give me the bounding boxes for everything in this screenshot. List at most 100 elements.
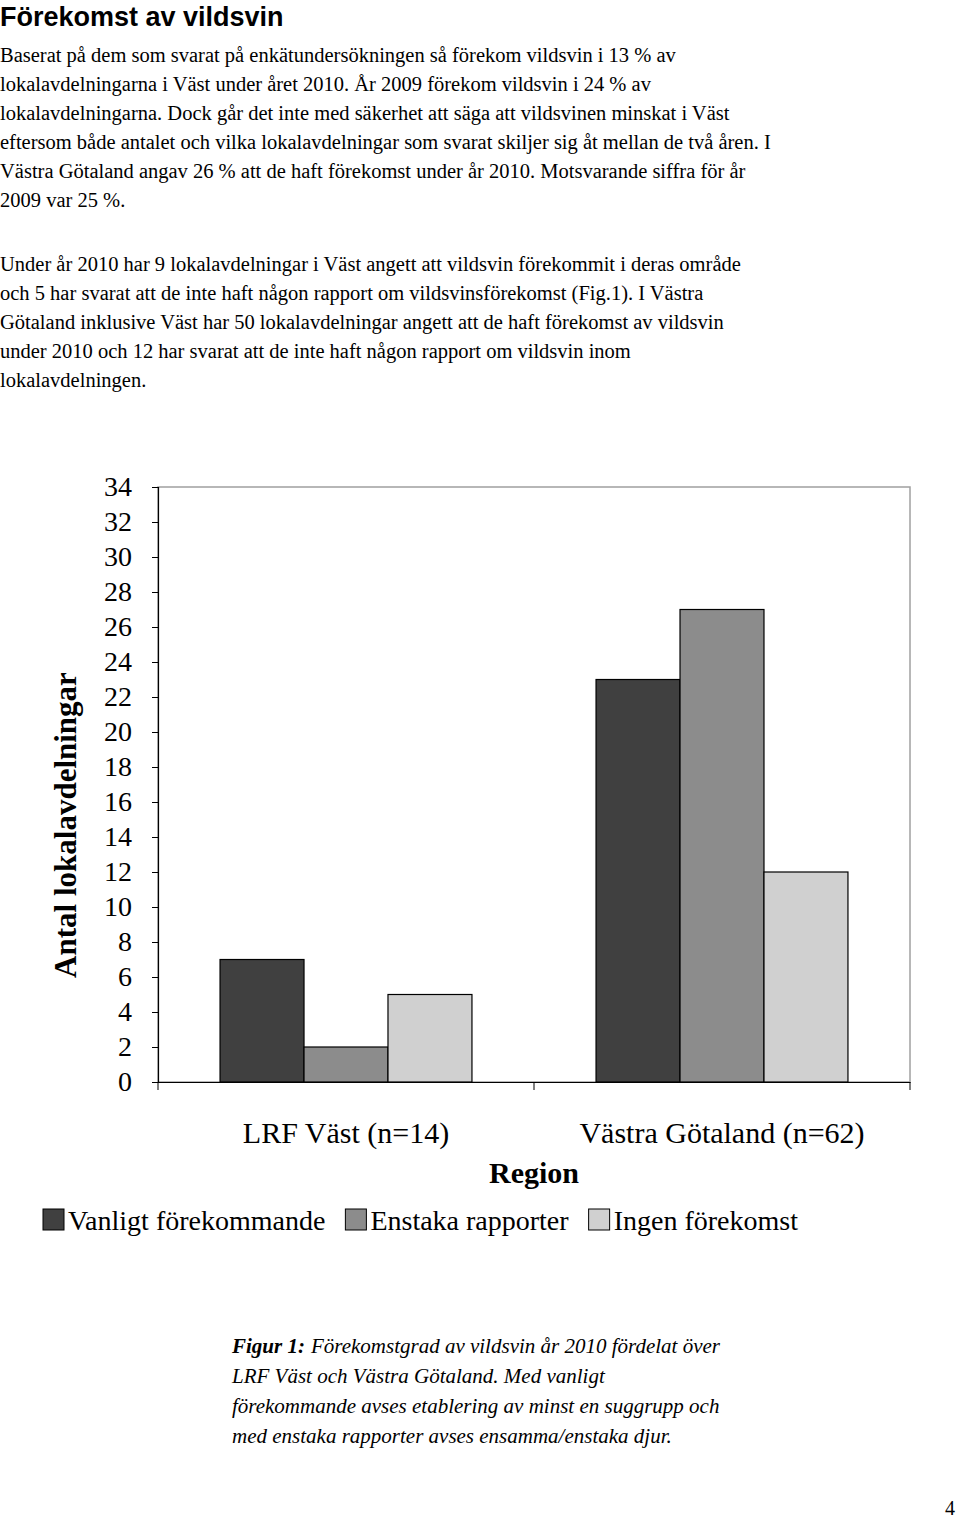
y-tick: 20 xyxy=(104,716,158,747)
y-tick-mark xyxy=(152,1047,158,1048)
y-tick-label: 16 xyxy=(104,786,132,817)
y-tick: 18 xyxy=(104,751,158,782)
chart: 0246810121416182022242628303234LRF Väst … xyxy=(43,471,911,1236)
y-tick: 6 xyxy=(118,961,158,992)
paragraph-line: Baserat på dem som svarat på enkätunders… xyxy=(0,44,677,67)
caption-line: LRF Väst och Västra Götaland. Med vanlig… xyxy=(231,1364,606,1388)
y-tick: 16 xyxy=(104,786,158,817)
y-tick-mark xyxy=(152,522,158,523)
y-tick-mark xyxy=(152,767,158,768)
legend-swatch xyxy=(345,1209,366,1230)
plot-frame xyxy=(158,487,910,1082)
legend-label: Enstaka rapporter xyxy=(370,1205,569,1236)
caption-line: med enstaka rapporter avses ensamma/enst… xyxy=(232,1424,672,1448)
paragraph-line: eftersom både antalet och vilka lokalavd… xyxy=(0,131,771,154)
y-tick-mark xyxy=(152,662,158,663)
page: Förekomst av vildsvin Baserat på dem som … xyxy=(0,0,960,1525)
y-tick: 22 xyxy=(104,681,158,712)
x-tick: LRF Väst (n=14) xyxy=(243,1082,449,1150)
category-separator xyxy=(534,1082,535,1090)
caption-text: Förekomstgrad av vildsvin år 2010 fördel… xyxy=(310,1334,721,1358)
paragraph-line: lokalavdelningarna. Dock går det inte me… xyxy=(0,102,730,125)
y-tick-mark xyxy=(152,592,158,593)
y-tick-mark xyxy=(152,802,158,803)
y-tick: 4 xyxy=(118,996,158,1027)
y-tick-mark xyxy=(152,872,158,873)
x-tick-label: Västra Götaland (n=62) xyxy=(579,1116,864,1150)
y-tick-label: 32 xyxy=(104,506,132,537)
y-tick-label: 12 xyxy=(104,856,132,887)
page-number: 4 xyxy=(945,1497,955,1519)
y-tick-label: 8 xyxy=(118,926,132,957)
legend: Vanligt förekommande Enstaka rapporter Ing… xyxy=(43,1205,798,1236)
legend-label: Vanligt förekommande xyxy=(68,1205,325,1236)
caption-label: Figur 1: xyxy=(231,1334,305,1358)
y-tick-label: 24 xyxy=(104,646,132,677)
y-tick: 10 xyxy=(104,891,158,922)
paragraph-line: lokalavdelningen. xyxy=(0,369,146,392)
y-tick-label: 14 xyxy=(104,821,132,852)
paragraph-line: Under år 2010 har 9 lokalavdelningar i V… xyxy=(0,253,741,276)
y-tick-label: 0 xyxy=(118,1066,132,1097)
y-tick-label: 28 xyxy=(104,576,132,607)
x-axis-title: Region xyxy=(489,1156,579,1189)
y-axis-title: Antal lokalavdelningar xyxy=(48,672,83,978)
y-tick-label: 18 xyxy=(104,751,132,782)
paragraph-line: 2009 var 25 %. xyxy=(0,189,125,211)
y-tick: 8 xyxy=(118,926,158,957)
y-tick-mark xyxy=(152,627,158,628)
caption-line: Figur 1:Förekomstgrad av vildsvin år 201… xyxy=(231,1334,721,1358)
y-tick: 30 xyxy=(104,541,158,572)
category-separator xyxy=(158,1082,159,1090)
y-tick-label: 6 xyxy=(118,961,132,992)
y-tick: 26 xyxy=(104,611,158,642)
bar xyxy=(304,1047,388,1082)
y-tick-mark xyxy=(152,1082,158,1083)
y-tick: 0 xyxy=(118,1066,158,1097)
caption-line: förekommande avses etablering av minst e… xyxy=(232,1394,719,1418)
y-tick: 12 xyxy=(104,856,158,887)
y-tick-mark xyxy=(152,907,158,908)
y-tick-mark xyxy=(152,732,158,733)
bar xyxy=(220,960,304,1083)
y-tick-label: 4 xyxy=(118,996,132,1027)
bar xyxy=(388,995,472,1083)
y-tick: 14 xyxy=(104,821,158,852)
legend-swatch xyxy=(589,1209,610,1230)
y-tick-label: 26 xyxy=(104,611,132,642)
category-separator xyxy=(910,1082,911,1090)
x-tick: Västra Götaland (n=62) xyxy=(579,1082,864,1150)
y-axis: 0246810121416182022242628303234 xyxy=(104,471,159,1097)
y-tick-mark xyxy=(152,487,158,488)
y-tick-mark xyxy=(152,557,158,558)
y-tick-label: 30 xyxy=(104,541,132,572)
paragraph-line: Götaland inklusive Väst har 50 lokalavde… xyxy=(0,311,724,334)
y-tick: 32 xyxy=(104,506,158,537)
paragraph-line: Västra Götaland angav 26 % att de haft f… xyxy=(0,160,746,183)
y-tick-label: 34 xyxy=(104,471,132,502)
paragraph-line: och 5 har svarat att de inte haft någon … xyxy=(0,282,703,305)
y-tick-mark xyxy=(152,942,158,943)
x-axis: LRF Väst (n=14) Västra Götaland (n=62) xyxy=(159,1082,911,1150)
bars xyxy=(220,610,848,1083)
y-tick: 34 xyxy=(104,471,158,502)
y-tick-mark xyxy=(152,977,158,978)
y-tick-mark xyxy=(152,1012,158,1013)
y-tick-label: 10 xyxy=(104,891,132,922)
y-tick-mark xyxy=(152,837,158,838)
y-tick-mark xyxy=(152,697,158,698)
y-tick-label: 2 xyxy=(118,1031,132,1062)
y-tick: 2 xyxy=(118,1031,158,1062)
legend-label: Ingen förekomst xyxy=(614,1205,799,1236)
bar xyxy=(680,610,764,1083)
paragraph-line: lokalavdelningarna i Väst under året 201… xyxy=(0,73,652,96)
bar xyxy=(596,680,680,1083)
y-tick: 24 xyxy=(104,646,158,677)
bar xyxy=(764,872,848,1082)
legend-swatch xyxy=(43,1209,64,1230)
y-tick: 28 xyxy=(104,576,158,607)
y-tick-label: 20 xyxy=(104,716,132,747)
x-tick-label: LRF Väst (n=14) xyxy=(243,1116,449,1150)
heading: Förekomst av vildsvin xyxy=(0,2,284,32)
y-tick-label: 22 xyxy=(104,681,132,712)
